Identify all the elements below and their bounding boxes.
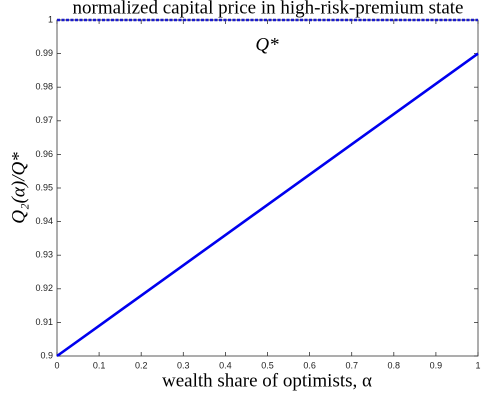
y-tick-label: 0.93 bbox=[35, 250, 53, 260]
x-tick-label: 0.2 bbox=[135, 360, 148, 370]
x-axis-label: wealth share of optimists, α bbox=[162, 370, 372, 391]
x-tick-label: 0.5 bbox=[261, 360, 274, 370]
y-tick-label: 0.95 bbox=[35, 182, 53, 192]
x-tick-label: 0.6 bbox=[303, 360, 316, 370]
x-tick-label: 0.9 bbox=[430, 360, 443, 370]
y-tick-label: 0.97 bbox=[35, 115, 53, 125]
y-tick-label: 1 bbox=[48, 14, 53, 24]
x-tick-label: 0.4 bbox=[219, 360, 232, 370]
y-tick-label: 0.92 bbox=[35, 283, 53, 293]
data-line bbox=[56, 52, 479, 358]
x-tick-label: 0.1 bbox=[93, 360, 106, 370]
y-tick-label: 0.99 bbox=[35, 48, 53, 58]
x-tick-label: 1 bbox=[475, 360, 480, 370]
chart-title: normalized capital price in high-risk-pr… bbox=[73, 0, 464, 18]
annotation: Q* bbox=[255, 34, 279, 55]
x-tick-label: 0.3 bbox=[177, 360, 190, 370]
y-axis-label: Q₂(α)/Q* bbox=[8, 152, 29, 224]
y-tick-label: 0.96 bbox=[35, 149, 53, 159]
y-tick-label: 0.98 bbox=[35, 82, 53, 92]
y-tick-label: 0.94 bbox=[35, 216, 53, 226]
y-tick-label: 0.91 bbox=[35, 317, 53, 327]
x-tick-label: 0.7 bbox=[345, 360, 358, 370]
x-tick-label: 0 bbox=[54, 360, 59, 370]
y-tick-label: 0.9 bbox=[40, 350, 53, 360]
x-tick-label: 0.8 bbox=[388, 360, 401, 370]
plot-frame bbox=[56, 19, 479, 357]
